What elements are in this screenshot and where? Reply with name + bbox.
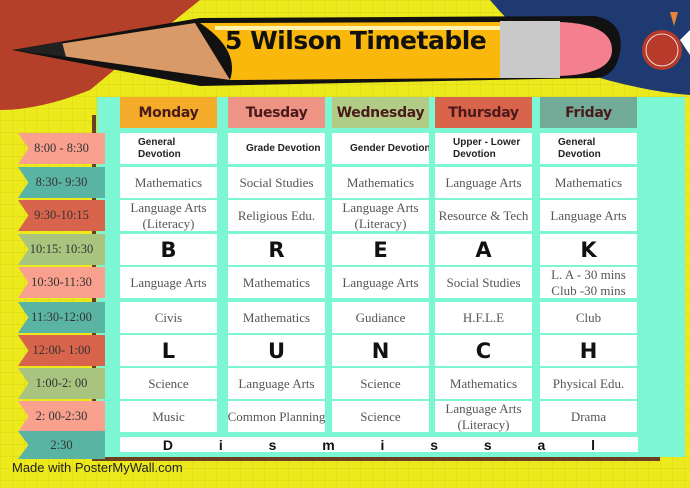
pencil-icon — [12, 16, 621, 86]
timetable-cell: B — [120, 234, 217, 265]
timetable-cell: Civis — [120, 302, 217, 333]
timetable-cell: Language Arts (Literacy) — [332, 200, 429, 231]
timetable-cell: Resource & Tech — [435, 200, 532, 231]
time-label: 2: 00-2:30 — [18, 401, 105, 432]
timetable-cell: R — [228, 234, 325, 265]
timetable-cell: General Devotion — [540, 133, 637, 164]
timetable-cell: Language Arts — [435, 167, 532, 198]
time-label: 1:00-2: 00 — [18, 368, 105, 399]
timetable-cell: E — [332, 234, 429, 265]
day-header-thursday: Thursday — [435, 97, 532, 128]
timetable-cell: Language Arts (Literacy) — [120, 200, 217, 231]
timetable-cell: Mathematics — [332, 167, 429, 198]
time-label: 8:00 - 8:30 — [18, 133, 105, 164]
time-label: 10:15: 10:30 — [18, 234, 105, 265]
header-decoration — [0, 0, 690, 110]
dismissal-letter: D — [162, 436, 174, 453]
day-header-friday: Friday — [540, 97, 637, 128]
timetable-cell: H.F.L.E — [435, 302, 532, 333]
timetable-cell: K — [540, 234, 637, 265]
timetable-cell: Gender Devotion — [332, 133, 429, 164]
timetable-cell: Gudiance — [332, 302, 429, 333]
timetable-cell: Mathematics — [228, 267, 325, 298]
timetable-cell: Science — [332, 401, 429, 432]
time-label: 12:00- 1:00 — [18, 335, 105, 366]
day-header-monday: Monday — [120, 97, 217, 128]
timetable-cell: Mathematics — [435, 368, 532, 399]
timetable-cell: Social Studies — [435, 267, 532, 298]
timetable-cell: Physical Edu. — [540, 368, 637, 399]
timetable-cell: Drama — [540, 401, 637, 432]
board-frame-bottom — [92, 457, 660, 461]
timetable-cell: Common Planning — [228, 401, 325, 432]
dismissal-letter: i — [218, 436, 223, 453]
timetable-cell: Language Arts — [228, 368, 325, 399]
timetable-cell: Grade Devotion — [228, 133, 325, 164]
time-label-dismissal: 2:30 — [18, 431, 105, 459]
time-label: 10:30-11:30 — [18, 267, 105, 298]
timetable-cell: C — [435, 335, 532, 366]
timetable-cell: Science — [120, 368, 217, 399]
dismissal-letter: m — [322, 436, 335, 453]
timetable-cell: Mathematics — [120, 167, 217, 198]
time-label: 11:30-12:00 — [18, 302, 105, 333]
timetable-cell: Language Arts — [120, 267, 217, 298]
dismissal-letter: a — [537, 436, 546, 453]
timetable-cell: L — [120, 335, 217, 366]
timetable-cell: Language Arts — [540, 200, 637, 231]
timetable-cell: Mathematics — [540, 167, 637, 198]
timetable-cell: Language Arts (Literacy) — [435, 401, 532, 432]
timetable-cell: Language Arts — [332, 267, 429, 298]
page-title: 5 Wilson Timetable — [225, 26, 487, 55]
bell-icon — [642, 12, 690, 70]
timetable-cell: H — [540, 335, 637, 366]
dismissal-letter: l — [591, 436, 595, 453]
timetable-cell: N — [332, 335, 429, 366]
timetable-cell: General Devotion — [120, 133, 217, 164]
time-label: 9:30-10:15 — [18, 200, 105, 231]
dismissal-letter: s — [430, 436, 438, 453]
day-header-wednesday: Wednesday — [332, 97, 429, 128]
time-label: 8:30- 9:30 — [18, 167, 105, 198]
day-header-tuesday: Tuesday — [228, 97, 325, 128]
dismissal-letter: s — [268, 436, 277, 453]
timetable-cell: U — [228, 335, 325, 366]
timetable-cell: Social Studies — [228, 167, 325, 198]
timetable-cell: Club — [540, 302, 637, 333]
timetable-cell: L. A - 30 mins Club -30 mins — [540, 267, 637, 298]
timetable-cell: Music — [120, 401, 217, 432]
timetable-cell: Science — [332, 368, 429, 399]
credit-text: Made with PosterMyWall.com — [12, 460, 183, 475]
dismissal-letter: i — [380, 436, 385, 453]
dismissal-letter: s — [483, 436, 492, 453]
timetable-cell: Religious Edu. — [228, 200, 325, 231]
timetable-cell: Upper - Lower Devotion — [435, 133, 532, 164]
timetable-cell: A — [435, 234, 532, 265]
timetable-cell: Mathematics — [228, 302, 325, 333]
